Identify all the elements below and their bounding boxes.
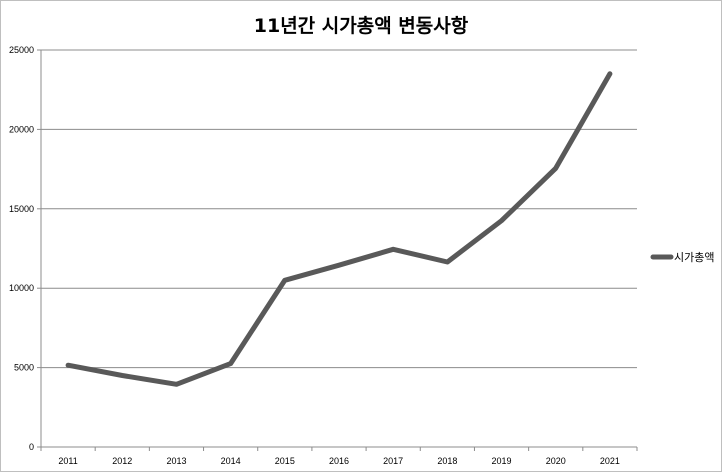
data-point [283, 278, 287, 282]
y-tick-label: 10000 [9, 283, 34, 293]
data-point [391, 247, 395, 251]
x-tick-label: 2013 [166, 456, 186, 466]
y-tick-label: 15000 [9, 204, 34, 214]
x-tick-label: 2015 [275, 456, 295, 466]
x-tick-label: 2017 [383, 456, 403, 466]
chart-title: 11년간 시가총액 변동사항 [253, 15, 469, 37]
y-tick-label: 25000 [9, 45, 34, 55]
data-point [120, 374, 124, 378]
x-tick-label: 2012 [112, 456, 132, 466]
data-point [66, 363, 70, 367]
x-tick-label: 2021 [600, 456, 620, 466]
legend-label: 시가총액 [674, 251, 714, 264]
x-tick-label: 2014 [221, 456, 241, 466]
y-tick-label: 0 [29, 442, 34, 452]
x-tick-label: 2018 [437, 456, 457, 466]
data-point [229, 362, 233, 366]
data-point [174, 382, 178, 386]
x-tick-label: 2020 [546, 456, 566, 466]
data-point [337, 263, 341, 267]
x-tick-label: 2016 [329, 456, 349, 466]
data-point [445, 260, 449, 264]
series-line [65, 71, 613, 387]
data-point [500, 219, 504, 223]
x-tick-label: 2011 [58, 456, 77, 466]
y-tick-label: 20000 [9, 124, 34, 134]
y-tick-label: 5000 [14, 363, 34, 373]
data-point [554, 166, 558, 170]
x-tick-label: 2019 [492, 456, 512, 466]
data-point [608, 72, 612, 76]
